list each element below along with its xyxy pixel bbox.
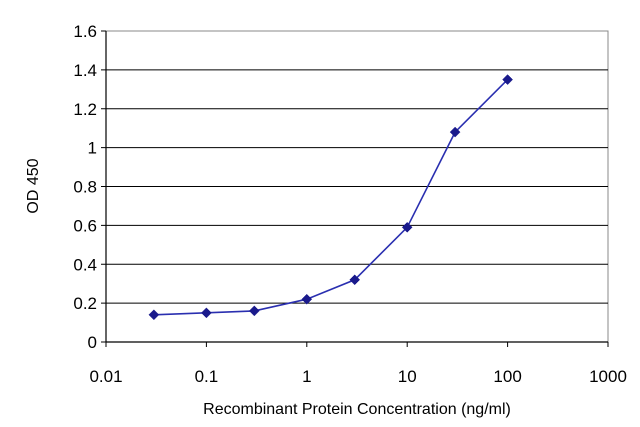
y-tick-label: 1.2 xyxy=(73,100,97,119)
y-tick-label: 0.6 xyxy=(73,216,97,235)
x-tick-label: 10 xyxy=(398,367,417,386)
data-point xyxy=(349,274,361,286)
x-tick-label: 1 xyxy=(302,367,311,386)
data-point xyxy=(148,309,160,321)
y-tick-label: 1.6 xyxy=(73,22,97,41)
y-tick-label: 0.4 xyxy=(73,255,97,274)
data-point xyxy=(449,126,461,138)
data-point xyxy=(502,74,513,85)
y-tick-label: 0.8 xyxy=(73,178,97,197)
y-tick-labels: 0 0.2 0.4 0.6 0.8 1 1.2 1.4 1.6 xyxy=(73,22,97,352)
data-point xyxy=(248,305,260,317)
series-line xyxy=(153,79,509,316)
y-tick-label: 0.2 xyxy=(73,294,97,313)
x-tick-label: 1000 xyxy=(589,367,627,386)
x-tick-label: 0.1 xyxy=(195,367,219,386)
grid xyxy=(106,69,608,304)
series xyxy=(148,74,513,321)
y-tick-label: 0 xyxy=(88,333,97,352)
data-point xyxy=(301,293,313,305)
x-tick-labels: 0.01 0.1 1 10 100 1000 xyxy=(89,367,626,386)
x-tick-label: 100 xyxy=(493,367,521,386)
y-axis-title: OD 450 xyxy=(25,158,42,213)
axes xyxy=(101,30,609,347)
data-point xyxy=(401,221,413,233)
x-tick-label: 0.01 xyxy=(89,367,122,386)
data-point xyxy=(201,307,212,319)
y-tick-label: 1 xyxy=(88,139,97,158)
y-tick-label: 1.4 xyxy=(73,61,97,80)
x-axis-title: Recombinant Protein Concentration (ng/ml… xyxy=(203,401,511,418)
